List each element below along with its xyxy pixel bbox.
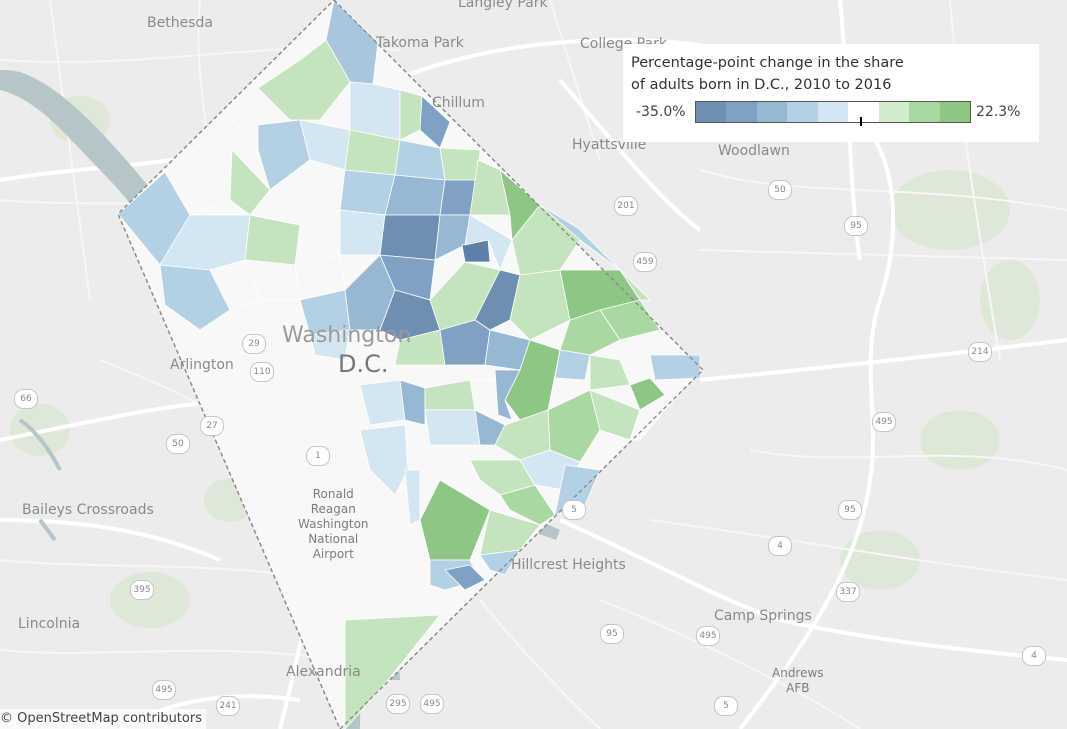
legend-swatch: [878, 102, 910, 122]
road-shield: 295: [386, 694, 410, 714]
place-dc: D.C.: [338, 350, 389, 378]
road-shield: 1: [306, 446, 330, 466]
road-shield: 95: [600, 624, 624, 644]
legend-swatch: [696, 102, 727, 122]
tract[interactable]: [424, 409, 481, 446]
tract[interactable]: [159, 264, 231, 331]
road-shield: 4: [1022, 646, 1046, 666]
tract[interactable]: [339, 209, 386, 256]
road-shield: 214: [968, 342, 992, 362]
tract[interactable]: [499, 484, 556, 526]
road-shield: 95: [838, 500, 862, 520]
place-woodlawn: Woodlawn: [718, 143, 790, 159]
road-shield: 29: [242, 334, 266, 354]
road-shield: 5: [714, 696, 738, 716]
tract[interactable]: [511, 204, 581, 276]
road-shield: 495: [152, 680, 176, 700]
road-shield: 201: [614, 196, 638, 216]
dc-boundary-outline: [117, 0, 704, 729]
road-shield: 50: [166, 434, 190, 454]
legend-swatch: [909, 102, 940, 122]
legend-max-label: 22.3%: [976, 104, 1021, 120]
legend-title-line2: of adults born in D.C., 2010 to 2016: [631, 77, 892, 93]
road-shield: 66: [14, 389, 38, 409]
legend-panel: Percentage-point change in the share of …: [623, 44, 1039, 142]
tract[interactable]: [494, 369, 521, 421]
tract[interactable]: [464, 214, 513, 272]
tract[interactable]: [399, 379, 426, 426]
legend-swatch: [817, 102, 849, 122]
tract[interactable]: [629, 379, 691, 441]
tract[interactable]: [619, 269, 651, 301]
road-shield: 110: [250, 362, 274, 382]
road-shield: 241: [216, 696, 240, 716]
place-washington: Washington: [282, 323, 412, 348]
legend-swatch: [939, 102, 970, 122]
tract[interactable]: [649, 354, 701, 381]
legend-title-line1: Percentage-point change in the share: [631, 55, 904, 71]
place-alexandria: Alexandria: [286, 664, 361, 680]
legend-swatch: [848, 102, 879, 122]
place-bethesda: Bethesda: [147, 15, 213, 31]
place-camp-springs: Camp Springs: [714, 608, 812, 624]
place-takoma-park: Takoma Park: [376, 35, 464, 51]
legend-color-bar[interactable]: [695, 101, 971, 126]
road-shield: 459: [633, 252, 657, 272]
road-shield: 395: [130, 580, 154, 600]
tract[interactable]: [559, 309, 621, 356]
place-arlington: Arlington: [170, 357, 234, 373]
place-lincolnia: Lincolnia: [18, 616, 81, 632]
road-shield: 495: [696, 626, 720, 646]
road-shield: 50: [768, 180, 792, 200]
tract[interactable]: [379, 214, 441, 261]
tract[interactable]: [404, 469, 421, 526]
dc-districts[interactable]: [117, 0, 704, 729]
legend-swatch: [756, 102, 788, 122]
tract[interactable]: [439, 147, 481, 181]
place-chillum: Chillum: [432, 95, 485, 111]
road-shield: 27: [200, 416, 224, 436]
legend-min-label: -35.0%: [636, 104, 686, 120]
road-shield: 495: [872, 412, 896, 432]
road-shield: 5: [562, 500, 586, 520]
tract[interactable]: [479, 549, 521, 576]
legend-swatch: [726, 102, 757, 122]
tract[interactable]: [444, 564, 486, 591]
tract[interactable]: [344, 614, 441, 729]
tract[interactable]: [509, 269, 571, 341]
road-shield: 495: [420, 694, 444, 714]
tract[interactable]: [384, 174, 446, 216]
road-shield: 4: [768, 536, 792, 556]
tract[interactable]: [474, 269, 521, 331]
map-attribution[interactable]: © OpenStreetMap contributors: [0, 709, 206, 729]
road-shield: 95: [844, 216, 868, 236]
place-andrews-afb: Andrews AFB: [772, 666, 824, 695]
place-reagan-airport: Ronald Reagan Washington National Airpor…: [298, 487, 369, 561]
place-langley-park: Langley Park: [458, 0, 548, 11]
place-baileys-crossroads: Baileys Crossroads: [22, 502, 154, 518]
road-shield: 337: [836, 582, 860, 602]
legend-swatch: [787, 102, 818, 122]
place-hillcrest-heights: Hillcrest Heights: [511, 557, 626, 573]
creek: [18, 418, 62, 542]
tract[interactable]: [554, 349, 591, 381]
legend-value-marker: [860, 117, 863, 126]
tract[interactable]: [359, 424, 409, 496]
legend-scale: -35.0% 22.3%: [631, 101, 1035, 126]
